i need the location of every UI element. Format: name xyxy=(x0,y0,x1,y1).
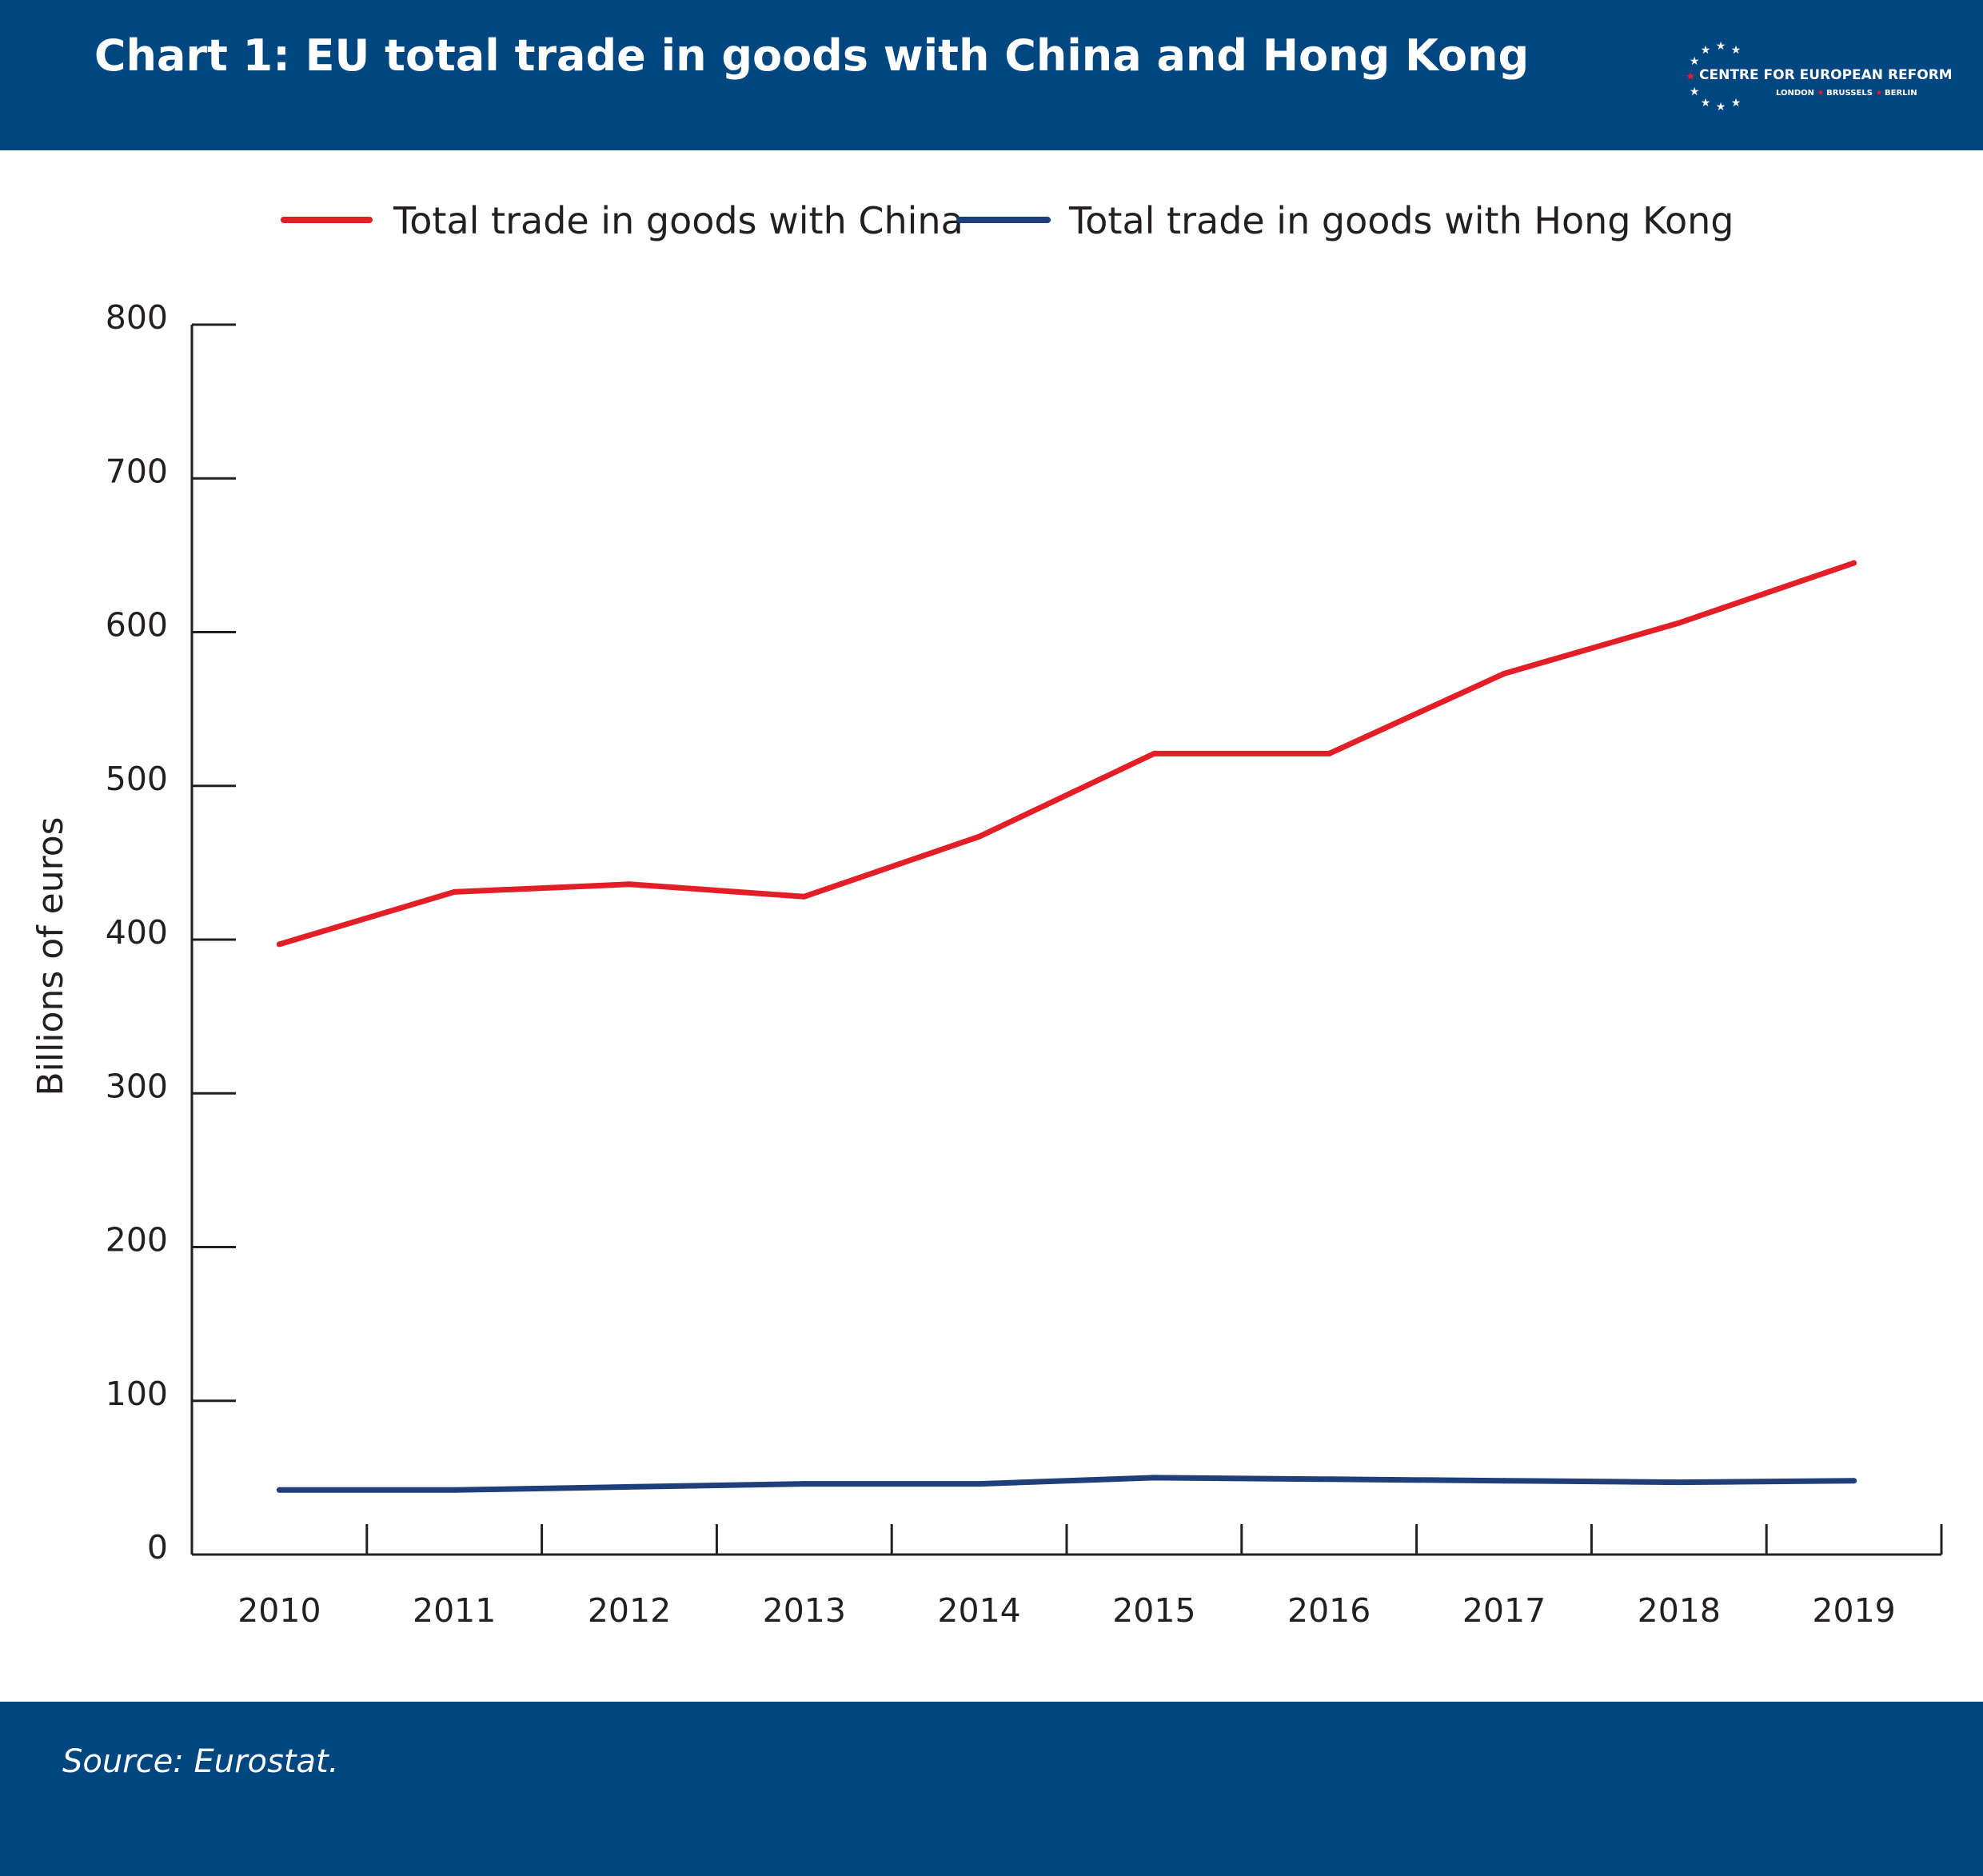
logo-star-icon: ★ xyxy=(1690,86,1700,98)
data-point xyxy=(1676,1479,1682,1486)
logo-star-icon: ★ xyxy=(1716,101,1726,114)
footer-banner xyxy=(0,1702,1983,1876)
logo-city-0: LONDON xyxy=(1776,89,1814,98)
logo-star-icon: ★ xyxy=(1731,97,1742,110)
data-point xyxy=(1851,1478,1857,1484)
data-point xyxy=(1151,750,1157,756)
logo-star-icon: ★ xyxy=(1690,55,1700,68)
x-tick-label: 2019 xyxy=(1812,1591,1895,1630)
data-point xyxy=(1851,560,1857,566)
logo-name: CENTRE FOR EUROPEAN REFORM xyxy=(1699,67,1951,83)
data-point xyxy=(801,1481,808,1487)
x-tick-label: 2011 xyxy=(413,1591,496,1630)
data-point xyxy=(1676,620,1682,626)
x-tick-label: 2018 xyxy=(1638,1591,1721,1630)
logo-stars: ★ ★★★★★★★★ xyxy=(1686,40,1742,114)
logo-star-icon: ★ xyxy=(1701,44,1711,57)
line-chart: Total trade in goods with China Total tra… xyxy=(30,199,1943,1630)
x-tick-label: 2012 xyxy=(588,1591,671,1630)
logo-city-2: BERLIN xyxy=(1885,89,1917,98)
data-point xyxy=(976,1481,983,1487)
series-line-0 xyxy=(276,560,1857,948)
data-point xyxy=(801,893,808,900)
data-point xyxy=(451,888,457,895)
data-point xyxy=(1326,1476,1332,1483)
y-tick-label: 200 xyxy=(106,1221,168,1259)
data-point xyxy=(276,941,282,948)
logo-star-icon: ★ xyxy=(1731,44,1742,57)
y-tick-label: 500 xyxy=(106,760,168,798)
header-banner: Chart 1: EU total trade in goods with Ch… xyxy=(0,0,1983,150)
source-note: Source: Eurostat. xyxy=(62,1743,339,1780)
data-point xyxy=(1501,1478,1507,1484)
axes: 0 100 200 300 400 500 600 700 800 2010 2011 2012 201… xyxy=(106,298,1943,1630)
data-point xyxy=(1501,670,1507,677)
chart-title: Chart 1: EU total trade in goods with Ch… xyxy=(94,30,1530,81)
legend-label: Total trade in goods with China xyxy=(393,199,964,242)
x-tick-label: 2010 xyxy=(237,1591,321,1630)
y-tick-label: 400 xyxy=(106,913,168,952)
logo-star-icon: ★ xyxy=(1686,70,1696,83)
x-tick-label: 2014 xyxy=(937,1591,1020,1630)
x-tick-label: 2015 xyxy=(1112,1591,1195,1630)
logo-city-separator-1: ★ xyxy=(1876,89,1883,98)
y-tick-label: 800 xyxy=(106,298,168,337)
y-tick-label: 700 xyxy=(106,452,168,490)
x-tick-label: 2017 xyxy=(1462,1591,1546,1630)
logo-star-icon: ★ xyxy=(1701,97,1711,110)
data-point xyxy=(276,1487,282,1493)
cer-logo: ★ ★★★★★★★★ CENTRE FOR EUROPEAN REFORM LON… xyxy=(1686,40,1951,114)
series-lines xyxy=(276,560,1857,1493)
x-tick-label: 2016 xyxy=(1287,1591,1371,1630)
logo-city-separator-0: ★ xyxy=(1817,89,1825,98)
series-line-1 xyxy=(276,1475,1857,1493)
legend: Total trade in goods with China Total tra… xyxy=(281,199,1734,242)
data-point xyxy=(626,1483,632,1490)
logo-star-icon: ★ xyxy=(1716,40,1726,53)
data-point xyxy=(626,881,632,888)
data-point xyxy=(451,1487,457,1493)
data-point xyxy=(1326,750,1332,756)
data-point xyxy=(1151,1475,1157,1481)
legend-label: Total trade in goods with Hong Kong xyxy=(1068,199,1734,242)
y-tick-label: 600 xyxy=(106,606,168,645)
y-tick-label: 300 xyxy=(106,1067,168,1105)
y-axis-title: Billions of euros xyxy=(30,816,71,1096)
logo-city-1: BRUSSELS xyxy=(1826,89,1873,98)
y-tick-label: 0 xyxy=(147,1528,168,1567)
y-tick-label: 100 xyxy=(106,1375,168,1413)
data-point xyxy=(976,833,983,840)
x-tick-label: 2013 xyxy=(763,1591,846,1630)
